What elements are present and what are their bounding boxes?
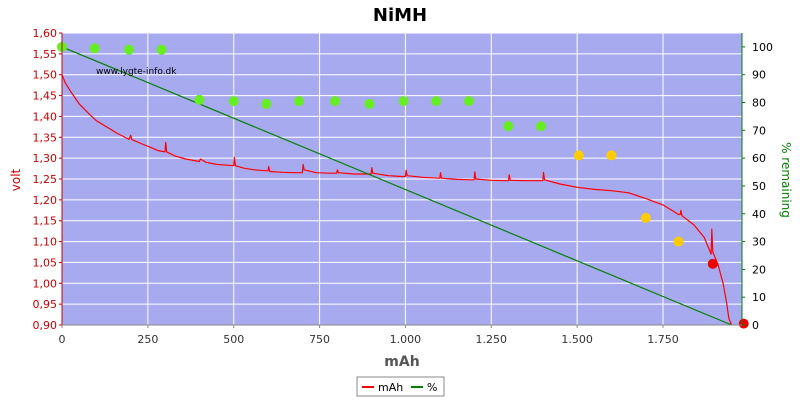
left-tick-label-0: 0,90: [33, 319, 58, 332]
marker-5: [228, 96, 239, 107]
left-tick-label-7: 1,25: [33, 173, 58, 186]
right-tick-label-3: 30: [752, 236, 766, 249]
right-tick-label-10: 100: [752, 41, 773, 54]
left-tick-label-5: 1,15: [33, 215, 58, 228]
series-line-1: [61, 46, 732, 326]
right-tick-label-7: 70: [752, 124, 766, 137]
left-axis-ticks: 0,90 0,95 1,00 1,05 1,10 1,15 1,20 1,25 1,30 1,35…: [33, 27, 62, 332]
marker-1: [89, 43, 100, 54]
x-tick-label-4: 1.000: [390, 333, 422, 346]
right-axis-label: % remaining: [779, 142, 793, 218]
right-tick-label-5: 50: [752, 180, 766, 193]
series-line-0: [61, 74, 733, 326]
marker-10: [398, 96, 409, 107]
right-tick-label-1: 10: [752, 291, 766, 304]
left-tick-label-6: 1,20: [33, 194, 58, 207]
left-tick-label-3: 1,05: [33, 256, 58, 269]
marker-19: [707, 258, 718, 269]
left-tick-label-13: 1,55: [33, 48, 58, 61]
legend-label-percent: %: [427, 381, 437, 394]
marker-18: [673, 236, 684, 247]
series-layer: [61, 46, 733, 326]
legend-box: [356, 376, 445, 397]
marker-14: [536, 121, 547, 132]
right-tick-label-4: 40: [752, 208, 766, 221]
x-tick-label-6: 1.500: [561, 333, 593, 346]
watermark: www.lygte-info.dk: [96, 67, 177, 77]
left-tick-label-10: 1,40: [33, 110, 58, 123]
x-tick-label-1: 250: [137, 333, 158, 346]
x-tick-label-3: 750: [309, 333, 330, 346]
left-tick-label-11: 1,45: [33, 90, 58, 103]
x-tick-label-0: 0: [59, 333, 66, 346]
marker-9: [364, 98, 375, 109]
marker-15: [573, 150, 584, 161]
right-tick-label-0: 0: [752, 319, 759, 332]
marker-11: [431, 96, 442, 107]
left-tick-label-2: 1,00: [33, 277, 58, 290]
marker-17: [640, 212, 651, 223]
right-tick-label-6: 60: [752, 152, 766, 165]
x-axis-ticks: 0 250 500 750 1.000 1.250 1.500 1.750: [59, 325, 679, 346]
left-tick-label-4: 1,10: [33, 236, 58, 249]
marker-4: [194, 94, 205, 105]
chart-title: NiMH: [373, 5, 427, 26]
marker-2: [123, 44, 134, 55]
marker-16: [606, 150, 617, 161]
marker-20: [738, 318, 749, 329]
marker-6: [261, 98, 272, 109]
left-tick-label-12: 1,50: [33, 69, 58, 82]
marker-13: [503, 121, 514, 132]
x-axis-label: mAh: [384, 354, 419, 370]
legend: mAh %: [356, 376, 445, 397]
right-tick-label-8: 80: [752, 97, 766, 110]
marker-12: [463, 96, 474, 107]
right-axis-ticks: 0 10 20 30 40 50 60 70 80 90 100: [742, 41, 773, 332]
legend-label-mah: mAh: [378, 381, 403, 394]
markers-layer: [57, 41, 749, 329]
left-tick-label-9: 1,35: [33, 131, 58, 144]
left-tick-label-14: 1,60: [33, 27, 58, 40]
left-tick-label-1: 0,95: [33, 298, 58, 311]
left-tick-label-8: 1,30: [33, 152, 58, 165]
right-tick-label-2: 20: [752, 263, 766, 276]
x-tick-label-7: 1.750: [647, 333, 679, 346]
x-tick-label-5: 1.250: [476, 333, 508, 346]
right-tick-label-9: 90: [752, 69, 766, 82]
x-tick-label-2: 500: [223, 333, 244, 346]
left-axis-label: volt: [9, 168, 23, 191]
marker-8: [330, 96, 341, 107]
marker-7: [293, 96, 304, 107]
marker-3: [156, 44, 167, 55]
